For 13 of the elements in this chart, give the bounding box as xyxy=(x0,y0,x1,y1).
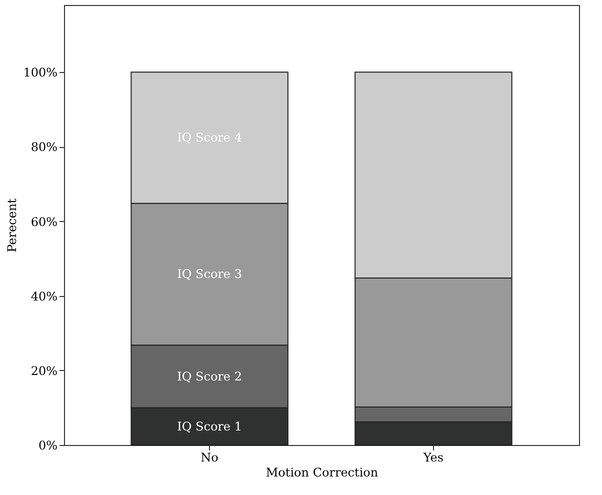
series-label: IQ Score 3 xyxy=(177,267,242,282)
y-tick-label: 0% xyxy=(38,438,58,452)
x-axis-title: Motion Correction xyxy=(266,466,378,480)
y-tick-label: 20% xyxy=(30,364,58,378)
series-label: IQ Score 2 xyxy=(177,369,242,384)
y-axis-title: Perecent xyxy=(5,198,20,252)
y-tick-label: 100% xyxy=(23,66,58,80)
y-tick-label: 60% xyxy=(30,214,58,229)
y-tick-label: 80% xyxy=(30,140,58,154)
series-label: IQ Score 1 xyxy=(177,419,242,434)
y-tick-label: 40% xyxy=(30,289,58,304)
x-tick-label: Yes xyxy=(422,450,444,464)
x-tick-label: No xyxy=(200,450,218,464)
